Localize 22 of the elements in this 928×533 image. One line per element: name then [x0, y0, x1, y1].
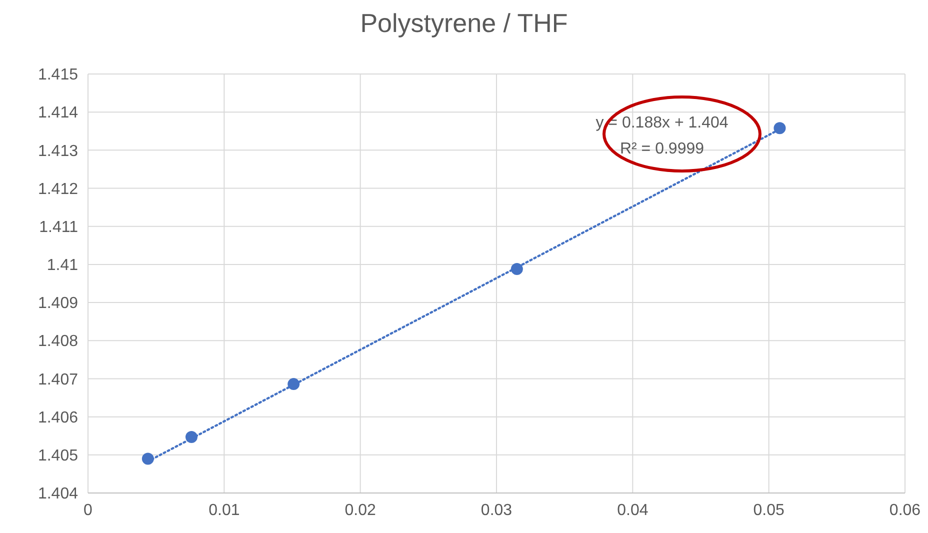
y-tick-label: 1.404 [38, 486, 78, 503]
x-tick-label: 0 [84, 502, 93, 519]
x-tick-label: 0.06 [889, 502, 921, 519]
y-tick-label: 1.407 [38, 371, 78, 388]
y-tick-label: 1.411 [39, 218, 78, 236]
y-tick-label: 1.413 [38, 142, 78, 160]
x-tick-label: 0.01 [208, 502, 240, 519]
x-tick-label: 0.02 [344, 502, 376, 519]
y-tick-label: 1.41 [46, 257, 78, 274]
y-tick-label: 1.414 [38, 104, 78, 122]
y-tick-label: 1.408 [38, 333, 78, 350]
y-tick-label: 1.405 [38, 448, 78, 465]
y-tick-label: 1.412 [38, 180, 78, 198]
x-tick-label: 0.03 [480, 502, 512, 519]
y-tick-label: 1.409 [38, 295, 78, 312]
chart-title: Polystyrene / THF [360, 8, 568, 38]
y-tick-label: 1.415 [38, 66, 78, 84]
x-tick-label: 0.04 [617, 502, 648, 519]
y-tick-label: 1.406 [38, 409, 78, 426]
point [774, 122, 786, 134]
annotation: R² = 0.9999 [620, 140, 704, 158]
x-tick-label: 0.05 [753, 502, 785, 519]
